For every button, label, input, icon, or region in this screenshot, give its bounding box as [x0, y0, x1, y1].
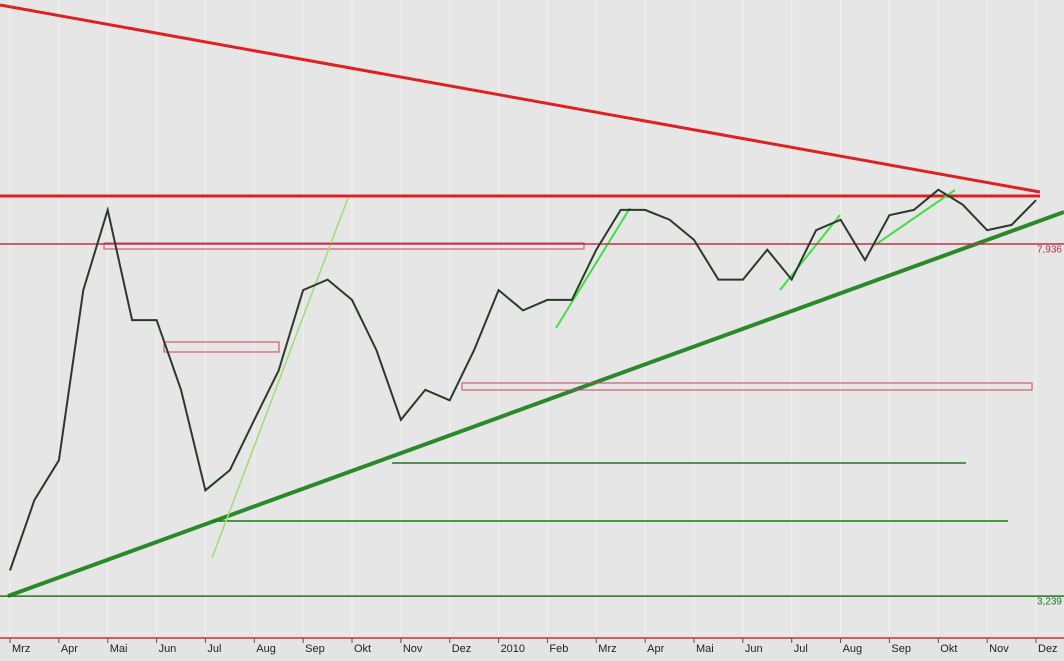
plot-background — [0, 0, 1064, 638]
price-line — [9, 188, 1037, 571]
x-tick-label: 2010 — [501, 643, 525, 655]
x-tick-label: Mrz — [12, 643, 30, 655]
x-tick-label: Okt — [940, 643, 957, 655]
x-tick-label: Apr — [61, 643, 78, 655]
level-label: 3,239 — [1037, 597, 1062, 608]
x-tick-label: Nov — [403, 643, 423, 655]
x-tick-label: Jul — [207, 643, 221, 655]
x-tick-label: Feb — [549, 643, 568, 655]
x-tick-label: Aug — [256, 643, 276, 655]
zone — [163, 341, 280, 353]
zone — [103, 242, 585, 250]
x-tick-label: Mai — [696, 643, 714, 655]
x-tick-label: Mrz — [598, 643, 616, 655]
x-tick-label: Sep — [305, 643, 325, 655]
x-tick-label: Jun — [159, 643, 177, 655]
x-tick-label: Jun — [745, 643, 763, 655]
trend-line-up — [7, 210, 1064, 598]
plot — [0, 188, 1064, 597]
channel-line — [555, 207, 631, 329]
channel-line — [874, 189, 956, 246]
x-tick-label: Nov — [989, 643, 1009, 655]
x-tick-label: Mai — [110, 643, 128, 655]
channel-line — [211, 197, 349, 559]
x-tick-label: Dez — [1038, 643, 1058, 655]
grid — [9, 0, 1037, 643]
x-tick-label: Apr — [647, 643, 664, 655]
x-tick-label: Jul — [794, 643, 808, 655]
x-tick-label: Dez — [452, 643, 472, 655]
zone — [461, 382, 1033, 391]
x-tick-label: Aug — [843, 643, 863, 655]
drawings — [0, 3, 1064, 598]
trend-line-down — [0, 3, 1041, 194]
x-tick-label: Okt — [354, 643, 371, 655]
level-label: 7,936 — [1037, 245, 1062, 256]
x-tick-label: Sep — [891, 643, 911, 655]
